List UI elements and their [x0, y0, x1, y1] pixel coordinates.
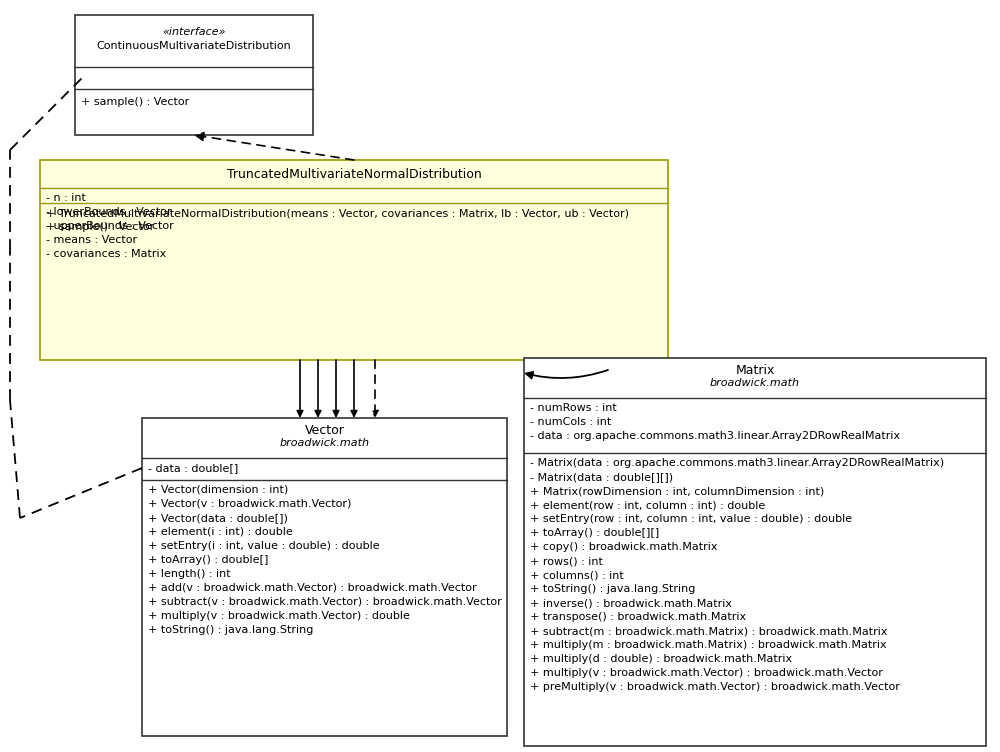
Text: + columns() : int: + columns() : int: [530, 570, 624, 580]
Text: + element(i : int) : double: + element(i : int) : double: [148, 527, 293, 537]
Text: + copy() : broadwick.math.Matrix: + copy() : broadwick.math.Matrix: [530, 542, 718, 552]
Text: broadwick.math: broadwick.math: [280, 438, 370, 448]
Text: + add(v : broadwick.math.Vector) : broadwick.math.Vector: + add(v : broadwick.math.Vector) : broad…: [148, 583, 477, 593]
Text: - covariances : Matrix: - covariances : Matrix: [46, 249, 166, 259]
Text: + length() : int: + length() : int: [148, 569, 231, 579]
Text: - numCols : int: - numCols : int: [530, 417, 611, 427]
Text: + element(row : int, column : int) : double: + element(row : int, column : int) : dou…: [530, 500, 765, 510]
Text: + multiply(d : double) : broadwick.math.Matrix: + multiply(d : double) : broadwick.math.…: [530, 654, 792, 664]
Text: + Vector(dimension : int): + Vector(dimension : int): [148, 485, 288, 495]
Text: + multiply(v : broadwick.math.Vector) : broadwick.math.Vector: + multiply(v : broadwick.math.Vector) : …: [530, 668, 883, 678]
Bar: [524, 358, 986, 746]
Text: - data : org.apache.commons.math3.linear.Array2DRowRealMatrix: - data : org.apache.commons.math3.linear…: [530, 431, 900, 441]
Text: + Vector(data : double[]): + Vector(data : double[]): [148, 513, 288, 523]
Text: - data : double[]: - data : double[]: [148, 463, 238, 473]
Text: + toArray() : double[][]: + toArray() : double[][]: [530, 528, 659, 538]
Text: + TruncatedMultivariateNormalDistribution(means : Vector, covariances : Matrix, : + TruncatedMultivariateNormalDistributio…: [46, 208, 629, 218]
Text: + setEntry(i : int, value : double) : double: + setEntry(i : int, value : double) : do…: [148, 541, 380, 551]
Text: + multiply(m : broadwick.math.Matrix) : broadwick.math.Matrix: + multiply(m : broadwick.math.Matrix) : …: [530, 640, 887, 650]
Bar: [142, 418, 507, 736]
Text: + preMultiply(v : broadwick.math.Vector) : broadwick.math.Vector: + preMultiply(v : broadwick.math.Vector)…: [530, 682, 900, 692]
Text: + Matrix(rowDimension : int, columnDimension : int): + Matrix(rowDimension : int, columnDimen…: [530, 486, 824, 496]
Text: + Vector(v : broadwick.math.Vector): + Vector(v : broadwick.math.Vector): [148, 499, 351, 509]
Bar: [75, 15, 313, 135]
Text: - numRows : int: - numRows : int: [530, 403, 617, 413]
Text: - means : Vector: - means : Vector: [46, 235, 137, 245]
Text: Matrix: Matrix: [735, 364, 775, 377]
Text: Vector: Vector: [305, 424, 344, 437]
Text: + subtract(v : broadwick.math.Vector) : broadwick.math.Vector: + subtract(v : broadwick.math.Vector) : …: [148, 597, 502, 607]
Text: + transpose() : broadwick.math.Matrix: + transpose() : broadwick.math.Matrix: [530, 612, 746, 622]
Text: TruncatedMultivariateNormalDistribution: TruncatedMultivariateNormalDistribution: [227, 168, 481, 181]
Text: «interface»: «interface»: [162, 27, 226, 37]
Text: + sample() : Vector: + sample() : Vector: [81, 97, 189, 107]
Text: - n : int: - n : int: [46, 193, 86, 203]
Text: + setEntry(row : int, column : int, value : double) : double: + setEntry(row : int, column : int, valu…: [530, 514, 852, 524]
Text: - lowerBounds : Vector: - lowerBounds : Vector: [46, 207, 172, 217]
Text: + toArray() : double[]: + toArray() : double[]: [148, 555, 268, 565]
Text: ContinuousMultivariateDistribution: ContinuousMultivariateDistribution: [97, 41, 291, 51]
Text: + toString() : java.lang.String: + toString() : java.lang.String: [530, 584, 695, 594]
Text: + inverse() : broadwick.math.Matrix: + inverse() : broadwick.math.Matrix: [530, 598, 732, 608]
Text: + toString() : java.lang.String: + toString() : java.lang.String: [148, 625, 313, 635]
Text: - Matrix(data : double[][]): - Matrix(data : double[][]): [530, 472, 673, 482]
Text: - upperBounds : Vector: - upperBounds : Vector: [46, 221, 174, 231]
Text: + multiply(v : broadwick.math.Vector) : double: + multiply(v : broadwick.math.Vector) : …: [148, 611, 410, 621]
Text: + sample() : Vector: + sample() : Vector: [46, 222, 154, 232]
Text: + rows() : int: + rows() : int: [530, 556, 603, 566]
Text: - Matrix(data : org.apache.commons.math3.linear.Array2DRowRealMatrix): - Matrix(data : org.apache.commons.math3…: [530, 458, 944, 468]
Text: broadwick.math: broadwick.math: [710, 378, 800, 388]
Bar: [40, 160, 668, 360]
Text: + subtract(m : broadwick.math.Matrix) : broadwick.math.Matrix: + subtract(m : broadwick.math.Matrix) : …: [530, 626, 888, 636]
